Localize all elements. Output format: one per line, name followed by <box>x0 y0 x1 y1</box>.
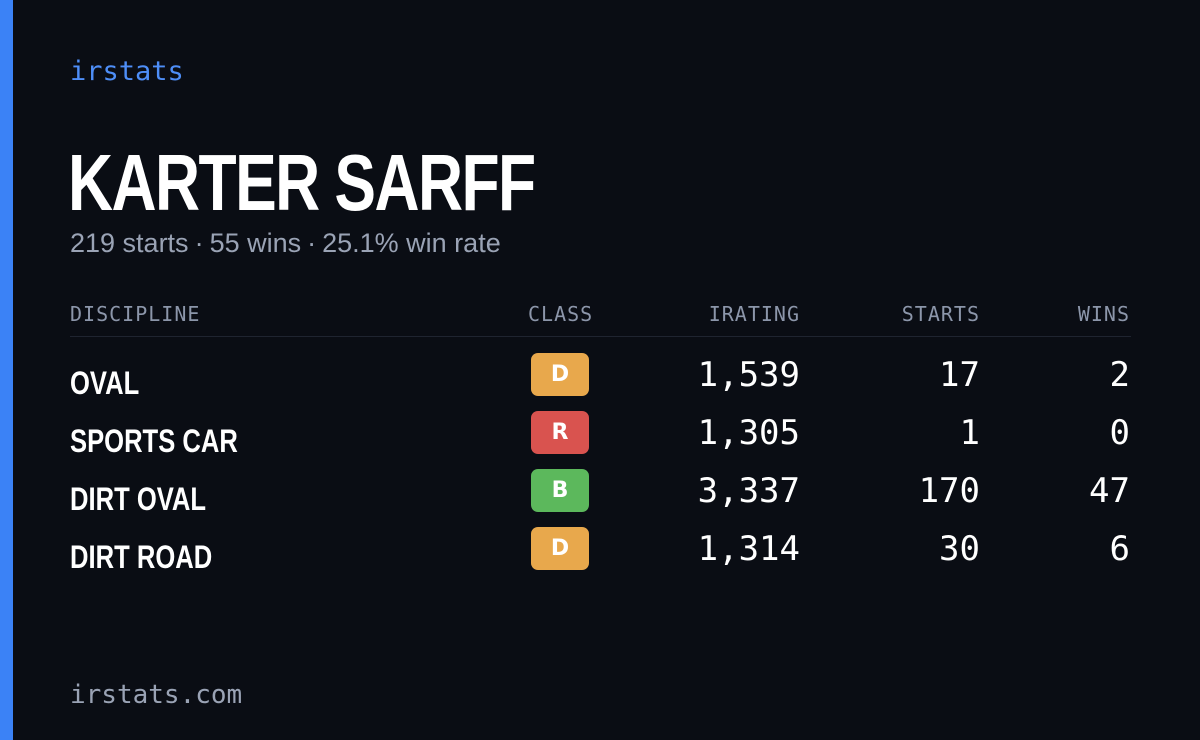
header-irating: IRATING <box>708 302 800 326</box>
header-starts: STARTS <box>901 302 980 326</box>
separator: · <box>307 228 317 258</box>
row-irating: 1,539 <box>697 355 800 395</box>
row-starts: 170 <box>918 471 980 511</box>
row-wins: 2 <box>1109 355 1130 395</box>
row-starts: 1 <box>959 413 980 453</box>
row-discipline: DIRT OVAL <box>70 481 207 517</box>
row-irating: 3,337 <box>697 471 800 511</box>
footer-url[interactable]: irstats.com <box>70 680 243 710</box>
starts-summary: 219 starts <box>70 228 189 258</box>
table-row: DIRT ROAD D 1,314 30 6 <box>70 527 1131 585</box>
header-class: CLASS <box>528 302 594 326</box>
header-discipline: DISCIPLINE <box>70 302 201 326</box>
row-discipline: DIRT ROAD <box>70 539 213 575</box>
stats-table: DISCIPLINE CLASS IRATING STARTS WINS OVA… <box>70 296 1131 585</box>
row-wins: 6 <box>1109 529 1130 569</box>
class-badge: R <box>531 411 589 454</box>
table-row: OVAL D 1,539 17 2 <box>70 353 1131 411</box>
row-wins: 0 <box>1109 413 1130 453</box>
brand-logo: irstats <box>70 56 184 87</box>
separator: · <box>194 228 204 258</box>
table-row: DIRT OVAL B 3,337 170 47 <box>70 469 1131 527</box>
row-irating: 1,305 <box>697 413 800 453</box>
header-wins: WINS <box>1077 302 1130 326</box>
winrate-summary: 25.1% win rate <box>322 228 501 258</box>
wins-summary: 55 wins <box>209 228 302 258</box>
driver-summary: 219 starts · 55 wins · 25.1% win rate <box>70 228 501 259</box>
row-starts: 30 <box>939 529 980 569</box>
row-discipline: OVAL <box>70 365 140 401</box>
class-badge: B <box>531 469 589 512</box>
class-badge: D <box>531 527 589 570</box>
row-starts: 17 <box>939 355 980 395</box>
class-badge: D <box>531 353 589 396</box>
driver-name: KARTER SARFF <box>68 138 536 227</box>
table-row: SPORTS CAR R 1,305 1 0 <box>70 411 1131 469</box>
accent-bar <box>0 0 13 740</box>
row-discipline: SPORTS CAR <box>70 423 238 459</box>
table-body: OVAL D 1,539 17 2 SPORTS CAR R 1,305 1 0… <box>70 337 1131 585</box>
row-wins: 47 <box>1089 471 1130 511</box>
row-irating: 1,314 <box>697 529 800 569</box>
table-header: DISCIPLINE CLASS IRATING STARTS WINS <box>70 296 1131 337</box>
